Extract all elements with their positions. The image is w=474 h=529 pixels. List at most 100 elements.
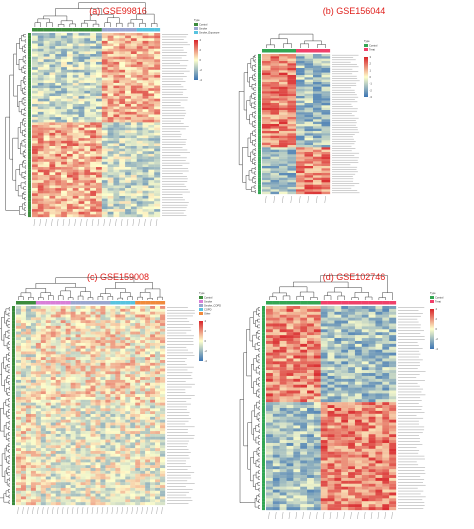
heatmap-cell	[321, 189, 331, 192]
row-annotation-strip	[12, 456, 15, 460]
heatmap-cell	[72, 164, 79, 168]
heatmap-cell	[155, 493, 161, 497]
heatmap-cell	[49, 33, 56, 36]
heatmap-cell	[95, 331, 101, 335]
heatmap-cell	[25, 416, 32, 420]
heatmap-cell	[100, 468, 106, 472]
heatmap-cell	[85, 459, 91, 463]
heatmap-cell	[142, 164, 149, 168]
heatmap-cell	[145, 323, 151, 327]
heatmap-cell	[142, 156, 149, 160]
dendrogram-branch	[22, 119, 25, 126]
heatmap-cell	[304, 166, 314, 169]
heatmap-cell	[61, 164, 68, 168]
heatmap-cell	[136, 159, 143, 162]
heatmap-cell	[135, 317, 141, 321]
heatmap-cell	[55, 468, 61, 472]
heatmap-cell	[30, 470, 37, 474]
heatmap-cell	[96, 82, 102, 86]
heatmap-cell	[49, 35, 56, 39]
heatmap-cell	[85, 490, 91, 494]
heatmap-cell	[90, 82, 97, 86]
heatmap-cell	[30, 314, 37, 318]
heatmap-cell	[279, 308, 287, 312]
heatmap-cell	[45, 377, 51, 381]
heatmap-cell	[40, 433, 46, 437]
heatmap-cell	[37, 130, 44, 134]
row-labels	[332, 54, 360, 194]
heatmap-cell	[313, 117, 322, 120]
heatmap-cell	[148, 117, 155, 120]
heatmap-cell	[65, 431, 71, 435]
row-annotation-strip	[28, 209, 31, 212]
heatmap-cell	[43, 143, 50, 147]
heatmap-cell	[25, 374, 32, 378]
heatmap-cell	[45, 456, 51, 460]
row-annotation-strip	[258, 82, 261, 85]
heatmap-cell	[90, 46, 97, 49]
heatmap-cell	[101, 77, 108, 81]
heatmap-cell	[160, 473, 166, 477]
heatmap-cell	[130, 64, 137, 68]
heatmap-cell	[125, 502, 131, 506]
dendrogram-branch	[254, 180, 256, 184]
heatmap-cell	[119, 198, 126, 202]
heatmap-cell	[55, 38, 62, 42]
heatmap-cell	[105, 482, 111, 486]
heatmap-cell	[155, 311, 161, 315]
heatmap-cell	[100, 382, 106, 386]
heatmap-cell	[16, 325, 22, 329]
heatmap-cell	[70, 490, 76, 494]
heatmap-cell	[389, 306, 397, 310]
heatmap-cell	[107, 138, 114, 141]
heatmap-cell	[105, 408, 111, 412]
heatmap-cell	[142, 35, 149, 39]
heatmap-cell	[100, 317, 106, 321]
heatmap-cell	[130, 103, 137, 107]
heatmap-cell	[145, 360, 151, 363]
heatmap-cell	[80, 425, 86, 429]
heatmap-cell	[96, 80, 102, 84]
heatmap-cell	[313, 96, 322, 99]
heatmap-cell	[125, 185, 132, 189]
column-label	[86, 218, 88, 227]
heatmap-cell	[16, 368, 22, 372]
heatmap-cell	[32, 93, 38, 97]
heatmap-cell	[287, 142, 297, 146]
heatmap-cell	[55, 151, 62, 155]
heatmap-cell	[80, 470, 86, 474]
heatmap-cell	[101, 48, 108, 52]
heatmap-cell	[262, 159, 271, 162]
heatmap-cell	[50, 320, 56, 324]
heatmap-cell	[125, 379, 131, 383]
heatmap-cell	[61, 190, 68, 194]
heatmap-cell	[321, 112, 331, 115]
dendrogram-branch	[5, 331, 9, 338]
heatmap-cell	[119, 59, 126, 63]
heatmap-cell	[135, 439, 141, 443]
dendrogram-branch	[22, 87, 25, 94]
heatmap-cell	[65, 365, 71, 369]
heatmap-cell	[130, 117, 137, 120]
heatmap-cell	[60, 371, 66, 375]
heatmap-cell	[61, 159, 68, 162]
heatmap-cell	[142, 38, 149, 42]
heatmap-cell	[113, 167, 120, 170]
heatmap-cell	[25, 311, 32, 315]
heatmap-cell	[321, 140, 331, 143]
heatmap-cell	[287, 112, 297, 115]
heatmap-cell	[55, 399, 61, 403]
heatmap-cell	[154, 56, 161, 60]
heatmap-cell	[140, 502, 146, 506]
heatmap-cell	[160, 345, 166, 349]
heatmap-cell	[45, 317, 51, 321]
heatmap-cell	[125, 193, 132, 197]
heatmap-cell	[55, 385, 61, 389]
heatmap-cell	[279, 147, 288, 150]
heatmap-cell	[49, 103, 56, 107]
heatmap-cell	[70, 499, 76, 503]
heatmap-cell	[32, 153, 38, 157]
heatmap-cell	[16, 360, 22, 363]
heatmap-cell	[107, 153, 114, 157]
heatmap-cell	[107, 101, 114, 105]
